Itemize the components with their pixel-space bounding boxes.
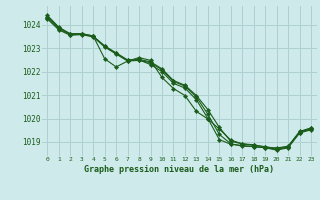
X-axis label: Graphe pression niveau de la mer (hPa): Graphe pression niveau de la mer (hPa)	[84, 165, 274, 174]
